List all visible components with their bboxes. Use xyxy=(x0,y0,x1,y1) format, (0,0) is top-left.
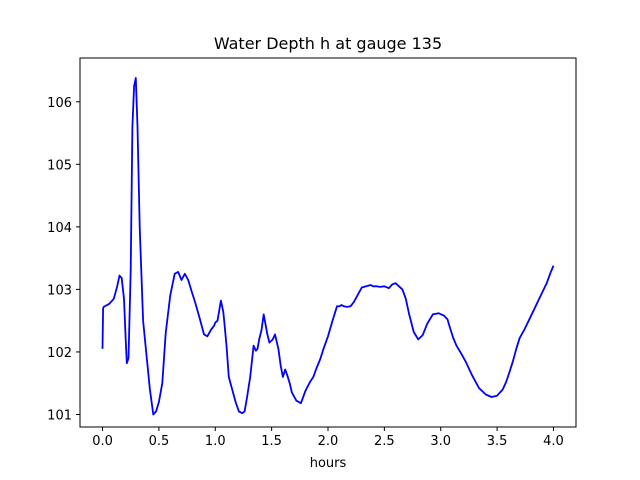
x-tick-label: 2.0 xyxy=(318,434,339,449)
x-tick-label: 2.5 xyxy=(374,434,395,449)
y-tick-label: 104 xyxy=(47,221,72,236)
chart-title: Water Depth h at gauge 135 xyxy=(214,34,442,53)
x-tick-label: 0.5 xyxy=(149,434,170,449)
series-line-0 xyxy=(101,77,555,416)
y-tick-label: 106 xyxy=(47,96,72,111)
x-tick-label: 1.0 xyxy=(205,434,226,449)
plot-area: 0.0 0.5 1.0 1.5 2.0 2.5 3.0 3.5 4.0 101 102 103 104 1… xyxy=(47,57,577,449)
y-tick-label: 102 xyxy=(47,346,72,361)
x-tick-label: 1.5 xyxy=(261,434,282,449)
x-axis-label: hours xyxy=(310,456,347,471)
y-tick-label: 103 xyxy=(47,283,72,298)
y-tick-label: 101 xyxy=(47,408,72,423)
x-tick-label: 0.0 xyxy=(92,434,113,449)
x-tick-label: 4.0 xyxy=(543,434,564,449)
x-tick-label: 3.5 xyxy=(487,434,508,449)
x-tick-label: 3.0 xyxy=(430,434,451,449)
y-tick-label: 105 xyxy=(47,158,72,173)
